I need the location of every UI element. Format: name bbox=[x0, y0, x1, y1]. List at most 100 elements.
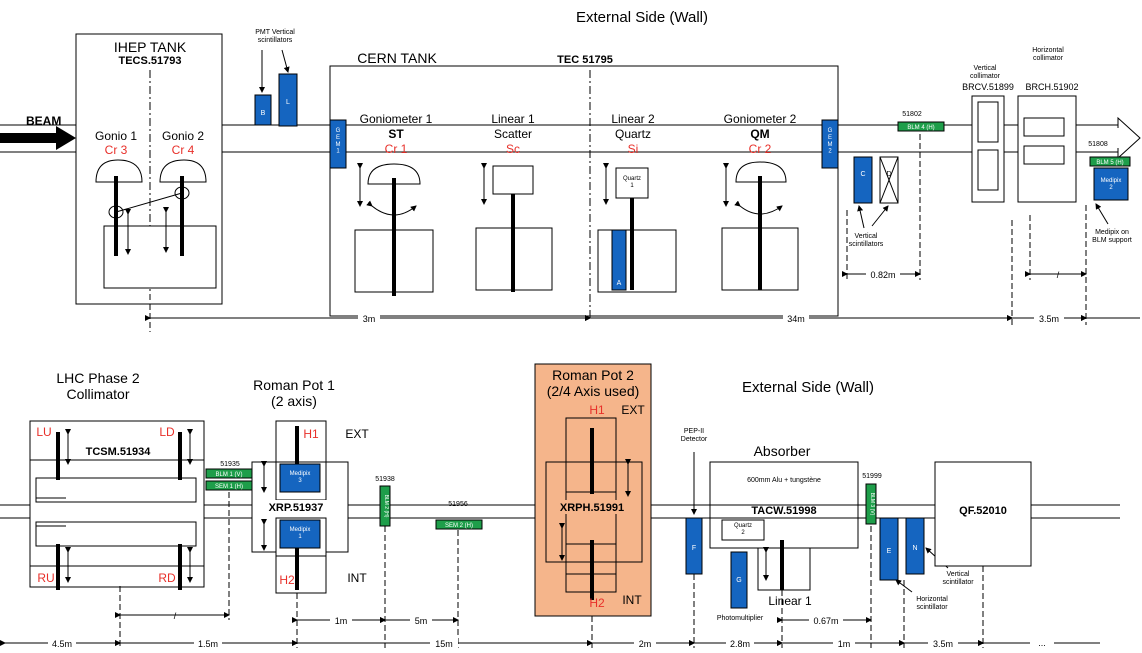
vcoll-label: Vertical collimator bbox=[970, 65, 1001, 80]
beam-label: BEAM bbox=[26, 114, 61, 128]
lhc-lu: LU bbox=[36, 425, 51, 439]
dim-0-67m: 0.67m bbox=[813, 616, 838, 626]
dim-15m: 15m bbox=[435, 639, 453, 649]
pmt-b: B bbox=[261, 110, 266, 117]
medipix3-label: Medipix 3 bbox=[290, 471, 311, 484]
lhc-id: TCSM.51934 bbox=[86, 446, 152, 458]
roman-pot-1: Roman Pot 1 (2 axis) Medipix 3 Medipix 1 H1… bbox=[251, 377, 369, 594]
pmt-l: L bbox=[286, 99, 290, 106]
scint-e: E bbox=[887, 548, 892, 555]
blm1-label: BLM 1 (V) bbox=[215, 472, 242, 478]
blm-51935: 51935 BLM 1 (V) SEM 1 (H) bbox=[205, 461, 253, 491]
scint-d: D bbox=[886, 171, 891, 178]
absorber-linear1: Linear 1 bbox=[768, 594, 812, 608]
photomultiplier: G Photomultiplier bbox=[717, 551, 764, 622]
rp1-id: XRP.51937 bbox=[269, 502, 324, 514]
lhc-ld: LD bbox=[159, 425, 175, 439]
sem2-label: SEM 2 (H) bbox=[445, 523, 473, 529]
pmt-label: PMT Vertical scintillators bbox=[255, 29, 295, 44]
blm51938-num: 51938 bbox=[375, 476, 395, 483]
rp2-title: Roman Pot 2 (2/4 Axis used) bbox=[547, 367, 640, 399]
pep-ii-detector: PEP-II Detector F bbox=[681, 428, 708, 575]
rp2-h1: H1 bbox=[589, 403, 605, 417]
lhc-ru: RU bbox=[37, 571, 54, 585]
quartz2-label: Quartz 2 bbox=[734, 523, 752, 536]
hcoll-id: BRCH.51902 bbox=[1025, 82, 1078, 92]
dim-1m-b: 1m bbox=[838, 639, 851, 649]
dim-3m: 3m bbox=[363, 314, 376, 324]
blm-51808: 51808 BLM 5 (H) bbox=[1088, 141, 1131, 167]
linear1-crystal: Sc bbox=[506, 142, 520, 156]
linear2-sub: Quartz bbox=[615, 127, 651, 141]
blm51808-num: 51808 bbox=[1088, 141, 1108, 148]
ihep-tank-title: IHEP TANK bbox=[114, 39, 187, 55]
qf-label: QF.52010 bbox=[959, 505, 1007, 517]
absorber-sub: 600mm Alu + tungstène bbox=[747, 477, 821, 484]
blm5-label: BLM 5 (H) bbox=[1096, 160, 1123, 166]
external-side-top: External Side (Wall) bbox=[576, 9, 708, 26]
dim-5m: 5m bbox=[415, 616, 428, 626]
cern-tank-title: CERN TANK bbox=[357, 50, 437, 66]
dim-slash-top: / bbox=[1057, 270, 1060, 280]
lhc-collimator: LHC Phase 2 Collimator LU LD RU RD TCSM.5… bbox=[29, 370, 205, 590]
quartz1-label: Quartz 1 bbox=[623, 176, 641, 189]
linear1-sub: Scatter bbox=[494, 127, 532, 141]
scintillators-en: E N Vertical scintillator Horizontal scint… bbox=[879, 517, 974, 611]
rp2-h2: H2 bbox=[589, 596, 605, 610]
goniometer2-crystal: Cr 2 bbox=[749, 142, 772, 156]
beam-arrow: BEAM bbox=[0, 114, 76, 150]
medipix2-label: Medipix 2 bbox=[1101, 178, 1122, 191]
rp2-int: INT bbox=[622, 593, 642, 607]
vertical-scint-label: Vertical scintillator bbox=[942, 571, 974, 586]
pmt-scintillators: PMT Vertical scintillators B L bbox=[254, 29, 298, 127]
blm-51802: 51802 BLM 4 (H) bbox=[897, 111, 945, 132]
dim-34m: 34m bbox=[787, 314, 805, 324]
dim-2m: 2m bbox=[639, 639, 652, 649]
rp1-int: INT bbox=[347, 571, 367, 585]
linear1-label: Linear 1 bbox=[491, 112, 535, 126]
gonio1-crystal: Cr 3 bbox=[105, 143, 128, 157]
medipix2-note: Medipix on BLM support bbox=[1092, 229, 1132, 244]
blm51935-num: 51935 bbox=[220, 461, 240, 468]
blm4-label: BLM 4 (H) bbox=[907, 125, 934, 131]
sem-51956: 51956 SEM 2 (H) bbox=[435, 501, 483, 530]
vertical-collimator: Vertical collimator BRCV.51899 bbox=[962, 65, 1014, 203]
linear2-label: Linear 2 bbox=[611, 112, 655, 126]
rp1-ext: EXT bbox=[345, 427, 369, 441]
absorber: Absorber 600mm Alu + tungstène TACW.5199… bbox=[709, 443, 859, 608]
lhc-title: LHC Phase 2 Collimator bbox=[56, 370, 139, 402]
ihep-tank: IHEP TANK TECS.51793 Gonio 1 Cr 3 Gonio … bbox=[75, 33, 223, 305]
qf-52010: QF.52010 bbox=[934, 461, 1032, 567]
hcoll-label: Horizontal collimator bbox=[1032, 47, 1064, 62]
linear2-crystal: Si bbox=[628, 142, 639, 156]
dim-3-5m-bottom: 3.5m bbox=[933, 639, 953, 649]
blm-51999: 51999 BLM 3 (V) bbox=[862, 473, 882, 525]
goniometer2-label: Goniometer 2 bbox=[724, 112, 797, 126]
pep-label: PEP-II Detector bbox=[681, 428, 708, 443]
vcoll-id: BRCV.51899 bbox=[962, 82, 1014, 92]
dim-0-82m: 0.82m bbox=[870, 270, 895, 280]
rp2-id: XRPH.51991 bbox=[560, 502, 624, 514]
dim-slash-bottom: / bbox=[174, 611, 177, 621]
scint-g: G bbox=[736, 577, 741, 584]
absorber-id: TACW.51998 bbox=[751, 505, 816, 517]
rp1-title: Roman Pot 1 (2 axis) bbox=[253, 377, 335, 409]
medipix-2: Medipix 2 Medipix on BLM support bbox=[1092, 167, 1132, 244]
dim-1m-a: 1m bbox=[335, 616, 348, 626]
bottom-dimensions: / 1m 5m 0.67m 4.5m 1.5m 15m 2m 2.8m 1m 3… bbox=[0, 611, 1100, 649]
blm3-label: BLM 3 (V) bbox=[869, 493, 875, 516]
top-dimensions: 3m 34m 3.5m 0.82m / bbox=[145, 267, 1140, 324]
vertical-scintillators-label: Vertical scintillators bbox=[849, 233, 884, 248]
horizontal-collimator: Horizontal collimator BRCH.51902 bbox=[1017, 47, 1079, 203]
horizontal-scint-label: Horizontal scintillator bbox=[916, 596, 948, 611]
dim-dots: ... bbox=[1038, 638, 1046, 648]
lhc-rd: RD bbox=[158, 571, 176, 585]
goniometer1-crystal: Cr 1 bbox=[385, 142, 408, 156]
dim-1-5m: 1.5m bbox=[198, 639, 218, 649]
absorber-title: Absorber bbox=[754, 443, 811, 459]
scint-n: N bbox=[912, 545, 917, 552]
goniometer1-label: Goniometer 1 bbox=[360, 112, 433, 126]
